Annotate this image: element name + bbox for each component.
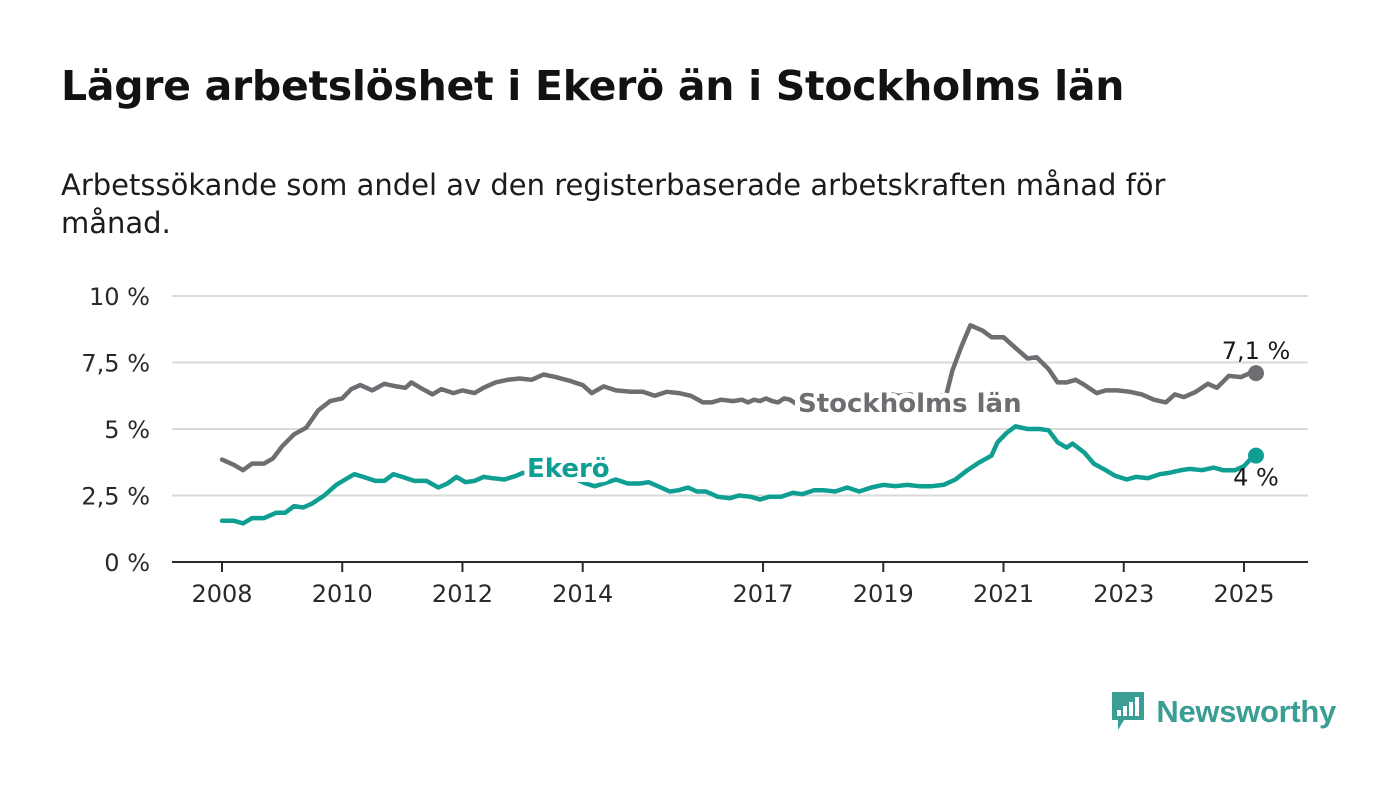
- x-tick-label: 2014: [552, 580, 613, 608]
- x-tick-label: 2010: [312, 580, 373, 608]
- x-tick-label: 2019: [853, 580, 914, 608]
- end-value-label: 7,1 %: [1222, 337, 1291, 365]
- series-lines: [219, 323, 1259, 526]
- chart-title: Lägre arbetslöshet i Ekerö än i Stockhol…: [61, 62, 1125, 110]
- y-tick-label: 7,5 %: [81, 350, 150, 378]
- series-line-ekero: [219, 424, 1259, 526]
- end-value-label: 4 %: [1233, 464, 1279, 492]
- newsworthy-logo: Newsworthy: [1110, 690, 1336, 734]
- y-tick-label: 10 %: [89, 283, 150, 311]
- y-tick-label: 2,5 %: [81, 483, 150, 511]
- y-tick-label: 0 %: [104, 549, 150, 577]
- series-endpoint-ekero: [1248, 447, 1264, 464]
- newsworthy-logo-icon: [1112, 692, 1145, 730]
- series-label-ekero: Ekerö: [527, 454, 610, 484]
- x-tick-label: 2025: [1213, 580, 1274, 608]
- x-tick-label: 2021: [973, 580, 1034, 608]
- chart-subtitle: Arbetssökande som andel av den registerb…: [61, 168, 1166, 240]
- x-tick-label: 2012: [432, 580, 493, 608]
- x-axis-ticks: 2008 2010 2012 2014 2017 2019 2021 2023 2025: [191, 562, 1275, 608]
- x-tick-label: 2008: [191, 580, 252, 608]
- series-line-stockholm: [219, 323, 1259, 473]
- series-endpoints: 7,1 % 4 %: [1222, 337, 1291, 491]
- series-endpoint-stockholm: [1248, 365, 1264, 382]
- x-tick-label: 2017: [733, 580, 794, 608]
- y-axis-tick-labels: 0 % 2,5 % 5 % 7,5 % 10 %: [81, 283, 150, 577]
- x-tick-label: 2023: [1093, 580, 1154, 608]
- gridlines: [172, 295, 1308, 497]
- series-label-stockholm: Stockholms län: [798, 389, 1022, 419]
- newsworthy-wordmark: Newsworthy: [1156, 694, 1336, 729]
- y-tick-label: 5 %: [104, 416, 150, 444]
